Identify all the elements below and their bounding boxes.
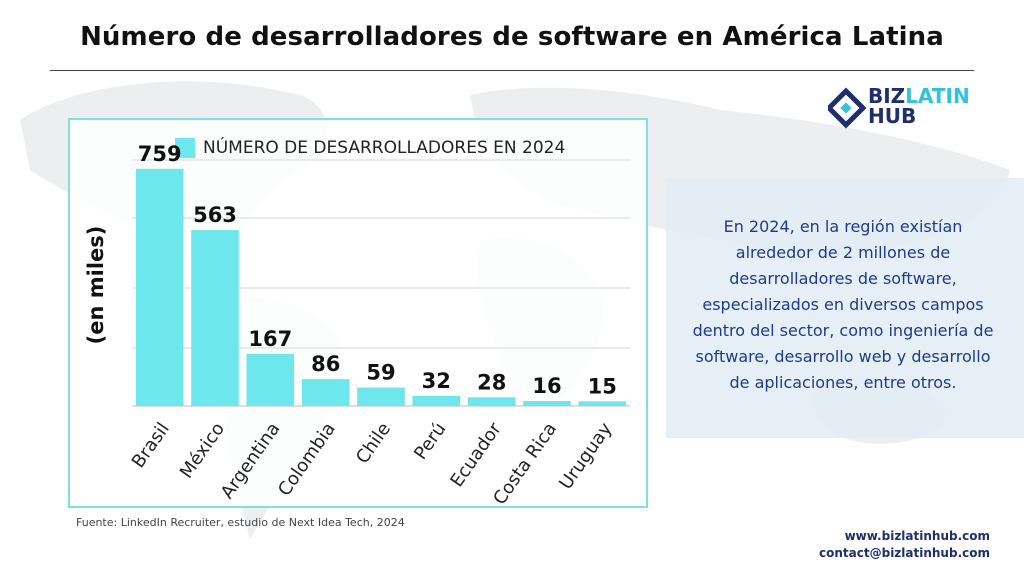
bizlatinhub-logo-icon xyxy=(828,87,867,129)
bar-uruguay xyxy=(578,401,627,406)
data-label: 32 xyxy=(422,369,451,393)
data-label: 15 xyxy=(588,374,617,398)
email-link[interactable]: contact@bizlatinhub.com xyxy=(819,546,990,560)
data-label: 16 xyxy=(532,374,561,398)
legend-swatch xyxy=(175,138,195,158)
bar-brasil xyxy=(135,168,184,406)
bar-perú xyxy=(412,396,461,406)
x-tick-label: Brasil xyxy=(128,419,174,472)
source-note: Fuente: LinkedIn Recruiter, estudio de N… xyxy=(76,516,405,529)
chart-legend: NÚMERO DE DESARROLLADORES EN 2024 xyxy=(175,136,565,160)
bar-colombia xyxy=(301,379,350,406)
title-divider xyxy=(50,70,974,71)
info-box xyxy=(666,178,1024,438)
logo-text: BIZLATIN HUB xyxy=(868,86,970,126)
logo-word-biz: BIZ xyxy=(868,84,906,108)
data-label: 59 xyxy=(366,361,395,385)
x-tick-label: Perú xyxy=(410,419,450,464)
info-text: En 2024, en la región existían alrededor… xyxy=(692,217,994,392)
bar-argentina xyxy=(246,353,295,406)
data-label: 86 xyxy=(311,352,340,376)
data-label: 167 xyxy=(248,327,292,351)
x-tick-label: Chile xyxy=(352,419,395,468)
bar-ecuador xyxy=(467,397,516,407)
x-tick-label: México xyxy=(176,419,229,483)
x-tick-label: Ecuador xyxy=(446,418,506,491)
data-label: 563 xyxy=(193,203,237,227)
logo-word-latin: LATIN xyxy=(905,84,970,108)
data-label: 28 xyxy=(477,370,506,394)
bar-costa-rica xyxy=(523,401,571,406)
data-label: 759 xyxy=(138,142,182,166)
logo-word-hub: HUB xyxy=(868,104,917,128)
page-title: Número de desarrolladores de software en… xyxy=(80,22,944,52)
bar-chile xyxy=(357,387,405,406)
x-tick-label: Uruguay xyxy=(555,419,616,494)
bar-méxico xyxy=(191,230,239,406)
contact-footer: www.bizlatinhub.com contact@bizlatinhub.… xyxy=(819,528,990,562)
website-link[interactable]: www.bizlatinhub.com xyxy=(844,529,990,543)
legend-label: NÚMERO DE DESARROLLADORES EN 2024 xyxy=(203,138,566,158)
